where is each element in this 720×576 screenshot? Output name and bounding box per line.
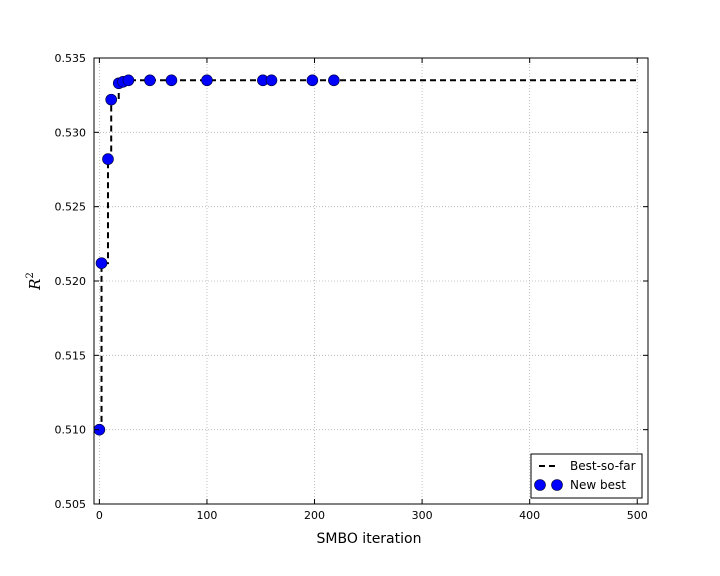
legend-box xyxy=(530,453,643,499)
new-best-point xyxy=(144,74,156,87)
x-tick-label: 500 xyxy=(627,509,648,522)
y-tick-label: 0.535 xyxy=(55,52,87,65)
new-best-point xyxy=(306,74,319,87)
new-best-point xyxy=(328,74,340,87)
new-best-point xyxy=(122,74,135,87)
legend-new-best-label: New best xyxy=(570,478,626,492)
new-best-point xyxy=(265,74,278,87)
legend-best-so-far-label: Best-so-far xyxy=(570,459,636,473)
new-best-point xyxy=(105,93,118,106)
legend: Best-so-far New best xyxy=(530,453,643,499)
y-tick-label: 0.525 xyxy=(55,201,87,214)
new-best-point xyxy=(102,153,114,165)
y-tick-label: 0.505 xyxy=(55,498,87,511)
axis-ticks: 0 100 200 300 400 500 0.505 0.510 0.515 0.520 0.52… xyxy=(55,52,648,522)
x-tick-label: 400 xyxy=(519,509,540,522)
legend-new-best-swatch-marker xyxy=(551,479,563,491)
legend-new-best-swatch-marker xyxy=(534,479,546,491)
new-best-point xyxy=(165,74,178,87)
x-tick-label: 300 xyxy=(412,509,433,522)
y-tick-label: 0.530 xyxy=(55,126,87,139)
new-best-point xyxy=(201,74,213,87)
x-tick-label: 0 xyxy=(96,509,103,522)
y-tick-label: 0.520 xyxy=(55,275,87,288)
x-axis-label: SMBO iteration xyxy=(317,531,422,547)
x-tick-label: 200 xyxy=(304,509,325,522)
y-tick-label: 0.515 xyxy=(55,349,87,362)
y-tick-label: 0.510 xyxy=(55,424,87,437)
x-tick-label: 100 xyxy=(196,509,217,522)
series-markers xyxy=(93,74,340,436)
y-axis-label: R2 xyxy=(25,272,44,291)
new-best-point xyxy=(95,257,108,269)
